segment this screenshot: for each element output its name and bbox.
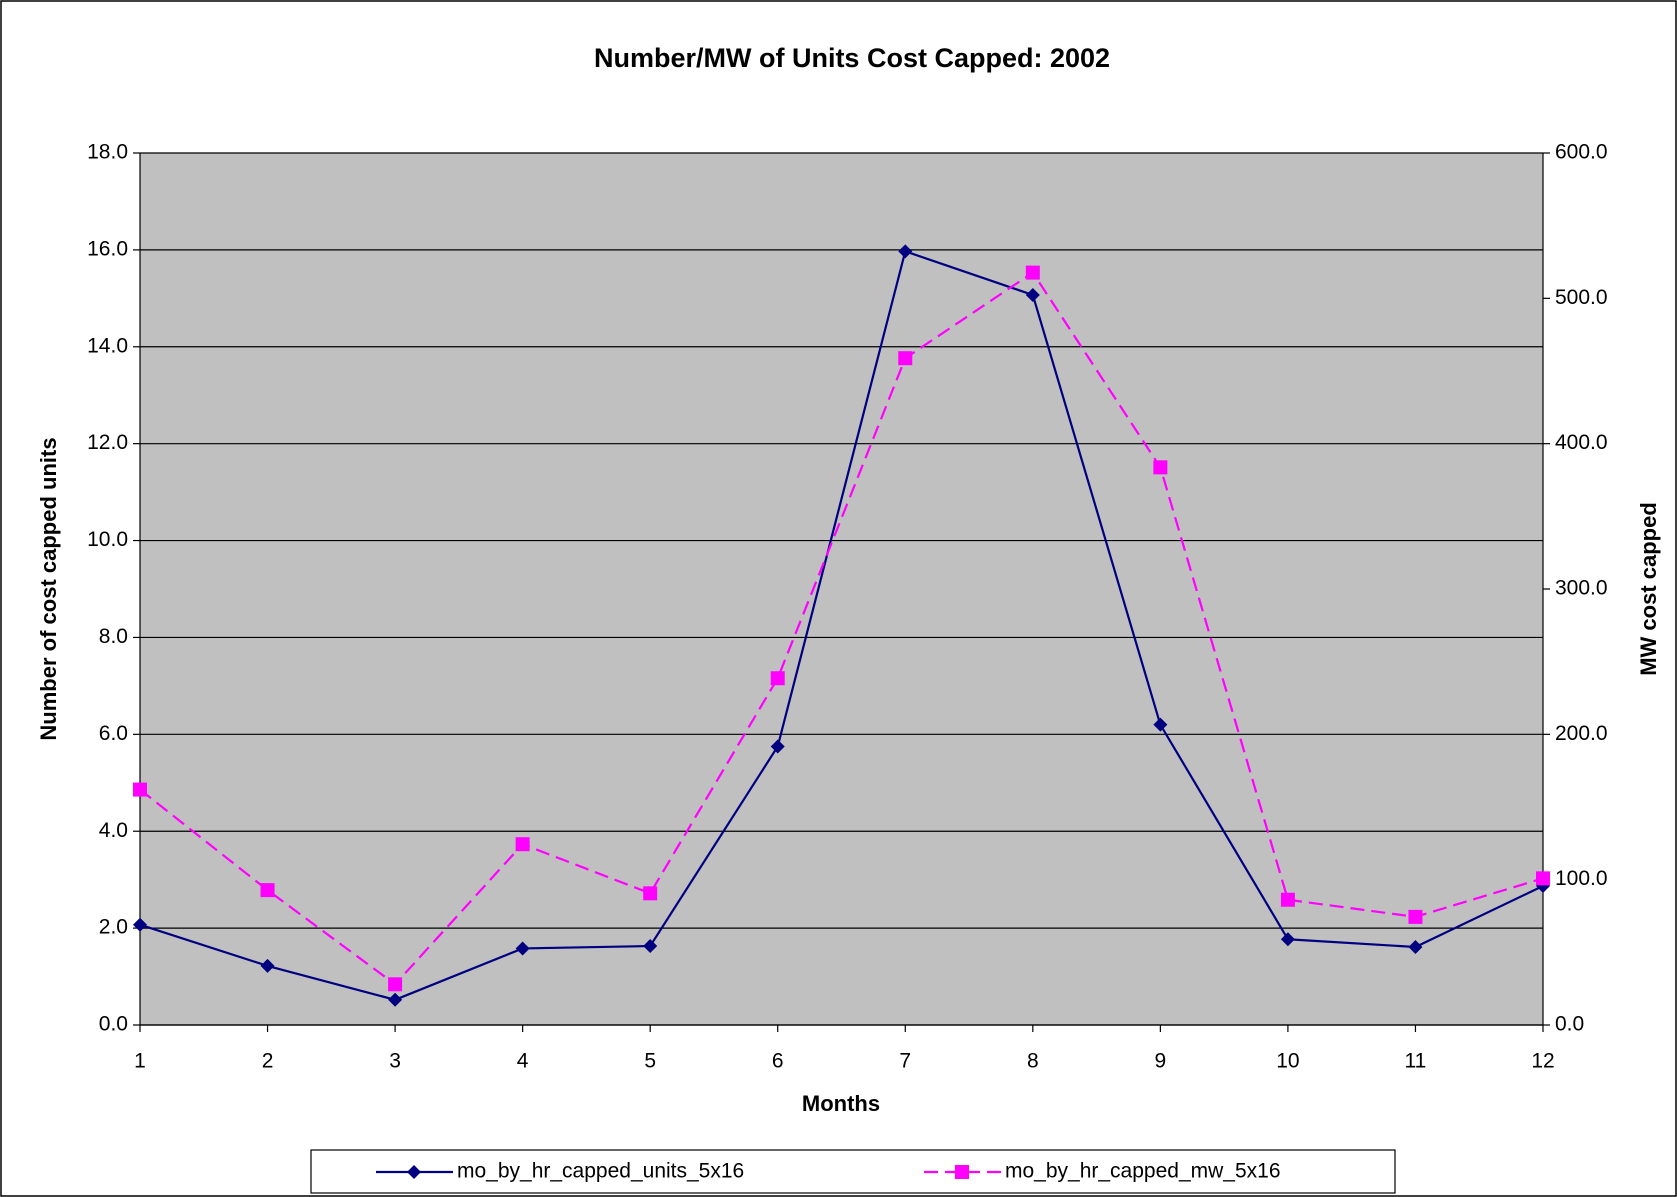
marker bbox=[1025, 287, 1040, 302]
y-tick-label: 16.0 bbox=[87, 237, 128, 260]
x-tick-label: 12 bbox=[1531, 1050, 1554, 1073]
marker bbox=[955, 1165, 969, 1179]
x-tick-label: 9 bbox=[1155, 1050, 1167, 1073]
x-tick-label: 8 bbox=[1027, 1050, 1039, 1073]
y-tick-label: 14.0 bbox=[87, 334, 128, 357]
y2-tick-label: 200.0 bbox=[1555, 722, 1608, 745]
y2-tick-label: 600.0 bbox=[1555, 141, 1608, 164]
y-tick-label: 10.0 bbox=[87, 528, 128, 551]
marker bbox=[1408, 940, 1423, 955]
y2-tick-label: 500.0 bbox=[1555, 286, 1608, 309]
chart-title: Number/MW of Units Cost Capped: 2002 bbox=[594, 43, 1110, 73]
x-tick-label: 6 bbox=[772, 1050, 784, 1073]
legend-label: mo_by_hr_capped_mw_5x16 bbox=[1005, 1160, 1281, 1183]
y-tick-label: 4.0 bbox=[99, 819, 128, 842]
marker bbox=[1408, 909, 1423, 924]
marker bbox=[515, 837, 530, 852]
marker bbox=[1536, 871, 1550, 886]
marker bbox=[643, 886, 658, 901]
marker bbox=[515, 941, 530, 956]
marker bbox=[1280, 932, 1295, 947]
marker bbox=[388, 977, 403, 992]
y-tick-label: 18.0 bbox=[87, 141, 128, 164]
x-tick-label: 1 bbox=[134, 1050, 146, 1073]
x-tick-label: 5 bbox=[644, 1050, 656, 1073]
y2-tick-label: 400.0 bbox=[1555, 431, 1608, 454]
marker bbox=[133, 782, 147, 797]
y-tick-label: 8.0 bbox=[99, 625, 128, 648]
y-tick-label: 12.0 bbox=[87, 431, 128, 454]
x-tick-label: 2 bbox=[262, 1050, 274, 1073]
marker bbox=[407, 1165, 421, 1179]
x-tick-label: 10 bbox=[1276, 1050, 1299, 1073]
marker bbox=[133, 917, 147, 932]
x-tick-label: 11 bbox=[1405, 1050, 1427, 1073]
series-line bbox=[139, 249, 1544, 1001]
marker bbox=[388, 992, 403, 1007]
y-axis-label: Number of cost capped units bbox=[36, 437, 61, 740]
y2-tick-label: 300.0 bbox=[1555, 577, 1608, 600]
marker bbox=[1280, 892, 1295, 907]
series-line bbox=[139, 271, 1544, 986]
marker bbox=[260, 883, 275, 898]
y2-tick-label: 100.0 bbox=[1555, 867, 1608, 890]
marker bbox=[898, 351, 913, 366]
y-tick-label: 2.0 bbox=[99, 916, 128, 939]
x-tick-label: 3 bbox=[389, 1050, 401, 1073]
marker bbox=[260, 958, 275, 973]
marker bbox=[643, 939, 658, 954]
y2-axis-label: MW cost capped bbox=[1636, 502, 1661, 676]
marker bbox=[1153, 717, 1168, 732]
y-tick-label: 0.0 bbox=[99, 1013, 128, 1036]
marker bbox=[770, 671, 785, 686]
y-tick-label: 6.0 bbox=[99, 722, 128, 745]
x-tick-label: 4 bbox=[517, 1050, 529, 1073]
marker bbox=[1153, 460, 1168, 475]
marker bbox=[898, 244, 913, 259]
legend-label: mo_by_hr_capped_units_5x16 bbox=[457, 1160, 744, 1183]
plot-area bbox=[139, 152, 1544, 1026]
marker bbox=[1025, 265, 1040, 280]
legend-box bbox=[310, 1149, 1396, 1194]
y2-tick-label: 0.0 bbox=[1555, 1013, 1584, 1036]
x-axis-label: Months bbox=[802, 1091, 880, 1116]
x-tick-label: 7 bbox=[899, 1050, 911, 1073]
marker bbox=[770, 739, 785, 754]
